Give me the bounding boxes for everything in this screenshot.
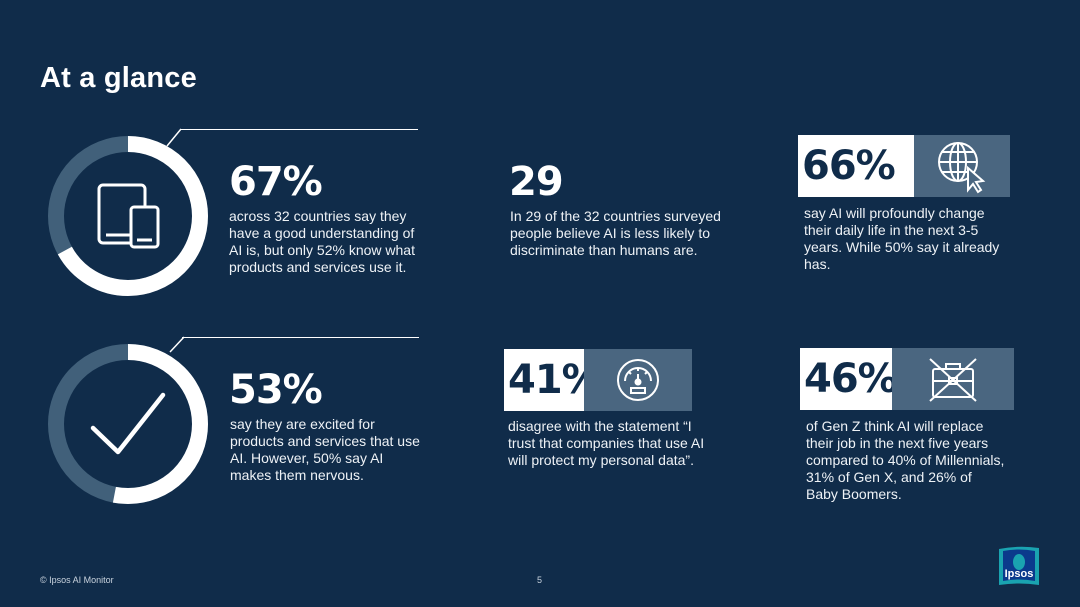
stat-text-data-trust: disagree with the statement “I trust tha… xyxy=(508,418,705,468)
leader-line-1-diagonal xyxy=(166,128,182,147)
stat-value-countries: 29 xyxy=(509,159,564,205)
stat-badge-job-replacement: 46% xyxy=(800,348,1014,410)
ipsos-logo-text: Ipsos xyxy=(1004,568,1034,580)
crossed-briefcase-icon xyxy=(929,358,977,402)
stat-value-understanding: 67% xyxy=(229,159,323,205)
leader-line-2 xyxy=(182,337,419,338)
page-number: 5 xyxy=(537,575,543,585)
devices-icon xyxy=(97,183,160,249)
stat-text-excited: say they are excited for products and se… xyxy=(230,416,420,483)
leader-line-1 xyxy=(180,129,418,130)
stat-badge-daily-life: 66% xyxy=(798,135,1010,197)
globe-cursor-icon xyxy=(938,142,986,194)
stat-value-excited: 53% xyxy=(229,367,323,413)
stat-text-job-replacement: of Gen Z think AI will replace their job… xyxy=(806,418,1005,502)
stat-text-countries: In 29 of the 32 countries surveyed peopl… xyxy=(510,208,721,258)
page-title: At a glance xyxy=(40,62,197,94)
leader-line-2-diagonal xyxy=(169,336,185,353)
footer-source: © Ipsos AI Monitor xyxy=(40,575,114,585)
ipsos-logo: Ipsos xyxy=(997,545,1041,587)
checkmark-icon xyxy=(90,392,166,455)
ipsos-logo-mark xyxy=(999,546,1039,585)
stat-value-daily-life: 66% xyxy=(802,143,896,189)
gauge-icon xyxy=(617,359,659,401)
donut-progress xyxy=(48,344,208,504)
donut-progress xyxy=(48,136,208,296)
stat-value-job-replacement: 46% xyxy=(804,356,898,402)
stat-text-understanding: across 32 countries say they have a good… xyxy=(229,208,415,275)
stat-badge-data-trust: 41% xyxy=(504,349,692,411)
stat-text-daily-life: say AI will profoundly change their dail… xyxy=(804,205,1000,272)
donut-chart-understanding xyxy=(48,136,208,296)
donut-chart-excited xyxy=(48,344,208,504)
